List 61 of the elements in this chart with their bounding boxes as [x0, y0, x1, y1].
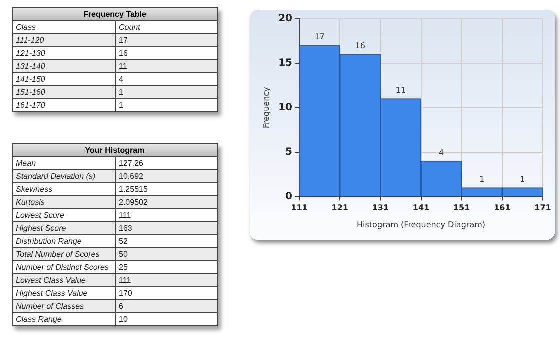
text: Number of Distinct Scores — [12, 260, 116, 274]
text: 1 — [116, 98, 218, 112]
y-axis-title: Frequency — [262, 86, 271, 129]
text: Distribution Range — [12, 234, 116, 248]
data-label: 17 — [314, 32, 325, 42]
x-tick-label: 171 — [534, 204, 552, 213]
x-tick-label: 111 — [291, 204, 308, 213]
text: Skewness — [12, 182, 116, 196]
y-tick-label: 10 — [278, 102, 293, 114]
text: 25 — [116, 260, 218, 274]
text: 10.692 — [116, 170, 218, 182]
text: 50 — [116, 248, 218, 260]
text: Lowest Class Value — [12, 274, 116, 286]
y-tick-label: 15 — [278, 58, 293, 70]
text: 121-130 — [12, 46, 116, 60]
text: 151-160 — [12, 86, 116, 98]
text: Total Number of Scores — [12, 248, 116, 260]
text: 111-120 — [12, 34, 116, 46]
text: 1 — [116, 86, 218, 98]
y-tick-label: 5 — [286, 146, 293, 158]
x-tick-label: 121 — [332, 204, 349, 213]
text: 163 — [116, 222, 218, 234]
data-label: 16 — [355, 42, 366, 51]
text: Class — [12, 20, 116, 34]
text: Class Range — [12, 312, 116, 326]
y-tick-label: 0 — [286, 191, 293, 202]
text: 127.26 — [116, 156, 218, 170]
text: Highest Score — [12, 222, 116, 234]
text: 131-140 — [12, 60, 116, 72]
text: Kurtosis — [12, 196, 116, 208]
text: 10 — [116, 312, 218, 326]
text: Highest Class Value — [12, 286, 116, 300]
text: 170 — [116, 286, 218, 300]
text: 111 — [116, 274, 218, 286]
text: Mean — [12, 156, 116, 170]
text: 1.25515 — [116, 182, 218, 196]
data-label: 1 — [480, 174, 485, 184]
x-tick-label: 161 — [494, 204, 512, 213]
data-label: 4 — [439, 148, 444, 158]
text: Frequency Table — [12, 8, 218, 20]
text: 17 — [116, 34, 218, 46]
text: 6 — [116, 300, 218, 312]
text: Count — [116, 20, 218, 34]
data-label: 11 — [396, 86, 406, 96]
text: 11 — [116, 60, 218, 72]
y-tick-label: 20 — [278, 14, 293, 25]
data-label: 1 — [520, 174, 526, 184]
x-tick-label: 151 — [453, 204, 471, 213]
x-tick-label: 131 — [372, 204, 390, 213]
text: 52 — [116, 234, 218, 248]
text: Lowest Score — [12, 208, 116, 222]
text: Number of Classes — [12, 300, 116, 312]
text: Your Histogram — [12, 144, 218, 156]
text: 141-150 — [12, 72, 116, 86]
text: Standard Deviation (s) — [12, 170, 116, 182]
text: 16 — [116, 46, 218, 60]
text: 2.09502 — [116, 196, 218, 208]
text: 161-170 — [12, 98, 116, 112]
x-axis-title: Histogram (Frequency Diagram) — [357, 220, 486, 230]
x-tick-label: 141 — [412, 204, 430, 213]
text: 4 — [116, 72, 218, 86]
